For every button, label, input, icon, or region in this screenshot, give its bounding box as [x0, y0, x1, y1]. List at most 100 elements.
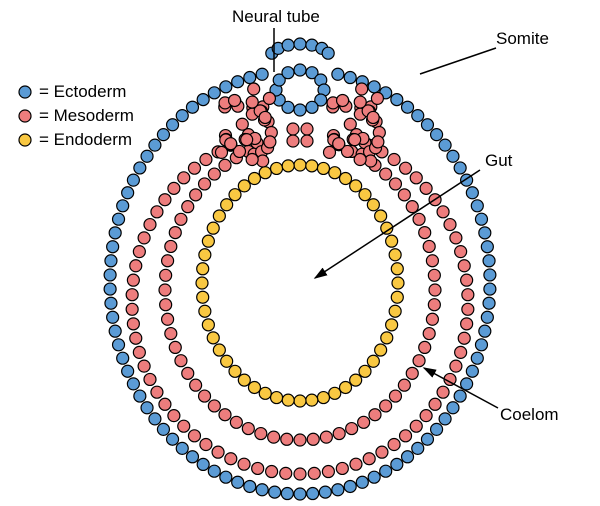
mesoderm-cell	[190, 189, 202, 201]
endoderm-cell	[282, 394, 294, 406]
mesoderm-cell	[126, 289, 138, 301]
ectoderm-cell	[479, 325, 491, 337]
mesoderm-cell	[168, 182, 180, 194]
endoderm-cell	[306, 394, 318, 406]
mesoderm-cell	[264, 136, 276, 148]
mesoderm-cell	[400, 430, 412, 442]
endoderm-cell	[248, 381, 260, 393]
mesoderm-cell	[320, 431, 332, 443]
mesoderm-cell	[168, 410, 180, 422]
mesoderm-cell	[127, 274, 139, 286]
ectoderm-cell	[332, 68, 344, 80]
endoderm-cell	[197, 263, 209, 275]
mesoderm-cell	[287, 123, 299, 135]
ectoderm-cell	[149, 139, 161, 151]
mesoderm-cell	[419, 227, 431, 239]
endoderm-cell	[386, 319, 398, 331]
mesoderm-cell	[225, 453, 237, 465]
mesoderm-cell	[420, 182, 432, 194]
ectoderm-cell	[447, 402, 459, 414]
mesoderm-cell	[389, 178, 401, 190]
mesoderm-cell	[178, 420, 190, 432]
mesoderm-cell	[356, 83, 368, 95]
ectoderm-cell	[107, 241, 119, 253]
mesoderm-cell	[133, 346, 145, 358]
mesoderm-cell	[230, 416, 242, 428]
endoderm-cell	[271, 392, 283, 404]
endoderm-cell	[329, 167, 341, 179]
endoderm-cell	[259, 167, 271, 179]
ectoderm-cell	[402, 451, 414, 463]
ectoderm-cell	[256, 68, 268, 80]
endoderm-cell	[306, 160, 318, 172]
mesoderm-cell	[259, 111, 271, 123]
mesoderm-cell	[133, 246, 145, 258]
ectoderm-cell	[232, 476, 244, 488]
mesoderm-cell	[406, 367, 418, 379]
ectoderm-cell	[167, 119, 179, 131]
mesoderm-cell	[376, 446, 388, 458]
mesoderm-cell	[263, 92, 275, 104]
label-gut: Gut	[485, 151, 513, 170]
mesoderm-cell	[380, 400, 392, 412]
ectoderm-cell	[105, 297, 117, 309]
endoderm-cell	[259, 387, 271, 399]
mesoderm-cell	[308, 467, 320, 479]
mesoderm-cell	[336, 462, 348, 474]
mesoderm-cell	[423, 328, 435, 340]
endoderm-cell	[294, 395, 306, 407]
legend-swatch-endoderm	[19, 134, 31, 146]
ectoderm-cell	[176, 110, 188, 122]
ectoderm-cell	[294, 64, 306, 76]
ectoderm-cell	[475, 213, 487, 225]
mesoderm-cell	[344, 118, 356, 130]
mesoderm-cell	[159, 398, 171, 410]
mesoderm-cell	[188, 430, 200, 442]
ectoderm-cell	[483, 297, 495, 309]
legend-label-endoderm: = Endoderm	[39, 130, 132, 149]
mesoderm-cell	[160, 299, 172, 311]
ectoderm-cell	[294, 104, 306, 116]
mesoderm-cell	[169, 227, 181, 239]
ectoderm-cell	[122, 365, 134, 377]
endoderm-cell	[207, 222, 219, 234]
endoderm-cell	[221, 199, 233, 211]
ectoderm-cell	[281, 488, 293, 500]
mesoderm-cell	[354, 96, 366, 108]
mesoderm-cell	[178, 172, 190, 184]
mesoderm-cell	[426, 313, 438, 325]
mesoderm-cell	[241, 134, 253, 146]
mesoderm-cell	[268, 431, 280, 443]
ectoderm-cell	[307, 488, 319, 500]
endoderm-cell	[197, 291, 209, 303]
ectoderm-cell	[127, 378, 139, 390]
ectoderm-cell	[244, 72, 256, 84]
endoderm-cell	[350, 180, 362, 192]
mesoderm-cell	[369, 409, 381, 421]
ectoderm-cell	[294, 488, 306, 500]
mesoderm-cell	[266, 466, 278, 478]
ectoderm-cell	[447, 150, 459, 162]
neural_tube_ring	[270, 64, 330, 116]
mesoderm-cell	[367, 111, 379, 123]
ectoderm-cell	[483, 255, 495, 267]
mesoderm-cell	[428, 269, 440, 281]
ectoderm-cell	[186, 101, 198, 113]
mesoderm-cell	[423, 240, 435, 252]
endoderm-cell	[248, 173, 260, 185]
mesoderm-cell	[165, 328, 177, 340]
endoderm-cell	[229, 189, 241, 201]
ectoderm-cell	[484, 283, 496, 295]
legend-swatch-ectoderm	[19, 86, 31, 98]
mesoderm-cell	[287, 135, 299, 147]
ectoderm-cell	[471, 200, 483, 212]
mesoderm-cell	[363, 453, 375, 465]
ectoderm-cell	[127, 174, 139, 186]
endoderm-cell	[221, 355, 233, 367]
endoderm-cell	[202, 235, 214, 247]
legend-label-mesoderm: = Mesoderm	[39, 106, 134, 125]
mesoderm-cell	[410, 172, 422, 184]
endoderm-cell	[238, 180, 250, 192]
mesoderm-cell	[389, 390, 401, 402]
label-coelom: Coelom	[500, 405, 559, 424]
